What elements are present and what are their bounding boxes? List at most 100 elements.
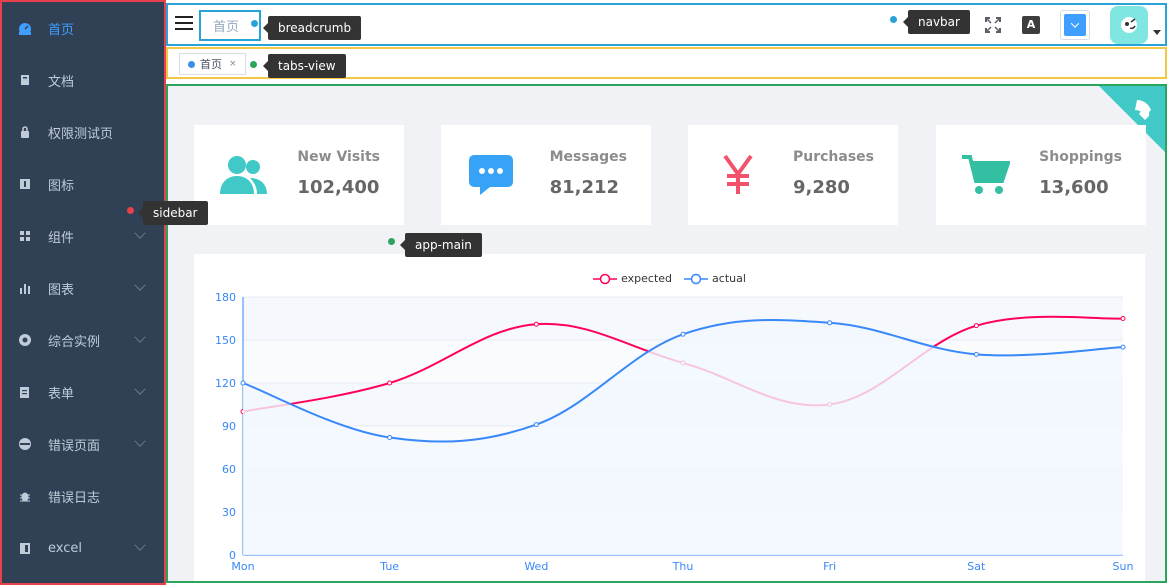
y-tick-label: 90 — [222, 420, 236, 433]
excel-icon — [18, 541, 32, 555]
chart-icon — [18, 281, 32, 295]
breadcrumb: 首页 — [199, 10, 261, 41]
document-icon — [18, 73, 32, 87]
sidebar-item-label: 首页 — [48, 22, 75, 38]
area-actual — [243, 319, 1123, 555]
breadcrumb-marker-dot — [251, 20, 258, 27]
app-main: New Visits 102,400 Messages 81,212 Purch… — [166, 84, 1167, 583]
theme-color-swatch — [1064, 13, 1086, 36]
x-tick-label: Mon — [231, 560, 254, 573]
x-tick-label: Sun — [1113, 560, 1134, 573]
tabs-view-marker-dot — [250, 61, 257, 68]
card-title: Purchases — [792, 149, 874, 165]
x-tick-label: Tue — [379, 560, 399, 573]
close-icon[interactable]: × — [229, 59, 237, 69]
form-icon — [18, 385, 32, 399]
avatar[interactable] — [1110, 5, 1148, 44]
tab-dashboard[interactable]: 首页 × — [179, 53, 246, 75]
icon-icon — [18, 177, 32, 191]
point-expected — [387, 380, 393, 386]
card-content: Purchases 9,280 — [793, 149, 874, 198]
avatar-image — [1121, 16, 1137, 33]
chevron-down-icon — [134, 279, 146, 291]
chevron-down-icon — [1070, 18, 1080, 28]
line-chart: expected actual 0 30 60 90 120 150 180 Mon Tue Wed… — [194, 254, 1145, 581]
x-tick-label: Fri — [823, 560, 836, 573]
card-content: Shoppings 13,600 — [1039, 149, 1122, 198]
breadcrumb-item[interactable]: 首页 — [213, 20, 240, 35]
legend-item-actual[interactable]: actual — [684, 272, 746, 285]
card-value: 9,280 — [792, 177, 850, 198]
sidebar-item-6[interactable]: 图表 — [2, 262, 164, 314]
card-content: Messages 81,212 — [550, 149, 627, 198]
bug-icon — [18, 489, 32, 503]
sidebar-item-8[interactable]: 表单 — [2, 366, 164, 418]
sidebar-item-label: 文档 — [48, 74, 75, 90]
app-main-marker-dot — [388, 238, 395, 245]
chevron-down-icon — [134, 331, 146, 343]
sidebar-item-label: 组件 — [48, 230, 75, 246]
chevron-down-icon — [134, 435, 146, 447]
caret-down-icon[interactable] — [1153, 30, 1161, 35]
peoples-icon — [218, 151, 270, 199]
point-actual — [827, 320, 833, 326]
navbar-marker-dot — [890, 16, 897, 23]
lock-icon — [18, 125, 32, 139]
sidebar-item-1[interactable]: 首页 — [2, 2, 164, 54]
sidebar-item-2[interactable]: 文档 — [2, 54, 164, 106]
y-tick-label: 30 — [222, 506, 236, 519]
line-chart-svg: 0 30 60 90 120 150 180 Mon Tue Wed Thu Fri Sat Sun — [215, 291, 1134, 573]
card-content: New Visits 102,400 — [297, 149, 380, 198]
x-tick-label: Sat — [967, 560, 986, 573]
hamburger-icon[interactable] — [175, 16, 193, 32]
error-page-icon — [18, 437, 32, 451]
money-icon — [712, 151, 764, 199]
point-actual — [973, 351, 979, 357]
legend-item-expected[interactable]: expected — [593, 272, 672, 285]
card-title: New Visits — [297, 149, 380, 165]
panel-card-messages[interactable]: Messages 81,212 — [441, 125, 651, 225]
sidebar-item-9[interactable]: 错误页面 — [2, 418, 164, 470]
sidebar-item-label: 错误日志 — [48, 490, 101, 506]
card-value: 81,212 — [549, 177, 620, 198]
language-icon[interactable]: A — [1022, 15, 1040, 34]
point-expected — [533, 321, 539, 327]
panel-card-purchases[interactable]: Purchases 9,280 — [688, 125, 898, 225]
example-icon — [18, 333, 32, 347]
github-corner-icon[interactable] — [1097, 84, 1167, 154]
point-actual — [240, 380, 246, 386]
theme-picker[interactable] — [1060, 9, 1090, 40]
sidebar-tooltip: sidebar — [138, 201, 208, 225]
sidebar-item-label: 权限测试页 — [48, 126, 114, 142]
chevron-down-icon — [134, 383, 146, 395]
x-tick-label: Wed — [524, 560, 548, 573]
sidebar-item-label: 错误页面 — [48, 438, 101, 454]
y-tick-label: 0 — [229, 549, 236, 562]
sidebar: 首页文档权限测试页图标组件图表综合实例表单错误页面错误日志 excel — [0, 0, 166, 585]
sidebar-marker-dot — [127, 207, 134, 214]
panel-card-shoppings[interactable]: Shoppings 13,600 — [936, 125, 1146, 225]
point-actual — [387, 434, 393, 440]
sidebar-item-10[interactable]: 错误日志 — [2, 470, 164, 522]
sidebar-item-7[interactable]: 综合实例 — [2, 314, 164, 366]
card-value: 102,400 — [297, 177, 380, 198]
component-icon — [18, 229, 32, 243]
sidebar-item-label: 图表 — [48, 282, 75, 298]
y-tick-label: 180 — [215, 291, 236, 304]
sidebar-item-11[interactable]: excel — [2, 522, 164, 574]
sidebar-item-3[interactable]: 权限测试页 — [2, 106, 164, 158]
y-tick-label: 60 — [222, 463, 236, 476]
y-tick-label: 150 — [215, 334, 236, 347]
sidebar-item-label: 综合实例 — [48, 334, 101, 350]
card-title: Messages — [549, 149, 627, 165]
legend-label: expected — [621, 272, 673, 285]
sidebar-item-5[interactable]: 组件 — [2, 210, 164, 262]
shopping-icon — [960, 151, 1012, 199]
panel-card-new-visits[interactable]: New Visits 102,400 — [194, 125, 404, 225]
point-actual — [533, 422, 539, 428]
chevron-down-icon — [134, 227, 146, 239]
point-actual — [680, 331, 686, 337]
sidebar-item-4[interactable]: 图标 — [2, 158, 164, 210]
sidebar-item-label: 图标 — [48, 178, 75, 194]
fullscreen-icon[interactable] — [984, 16, 1002, 34]
